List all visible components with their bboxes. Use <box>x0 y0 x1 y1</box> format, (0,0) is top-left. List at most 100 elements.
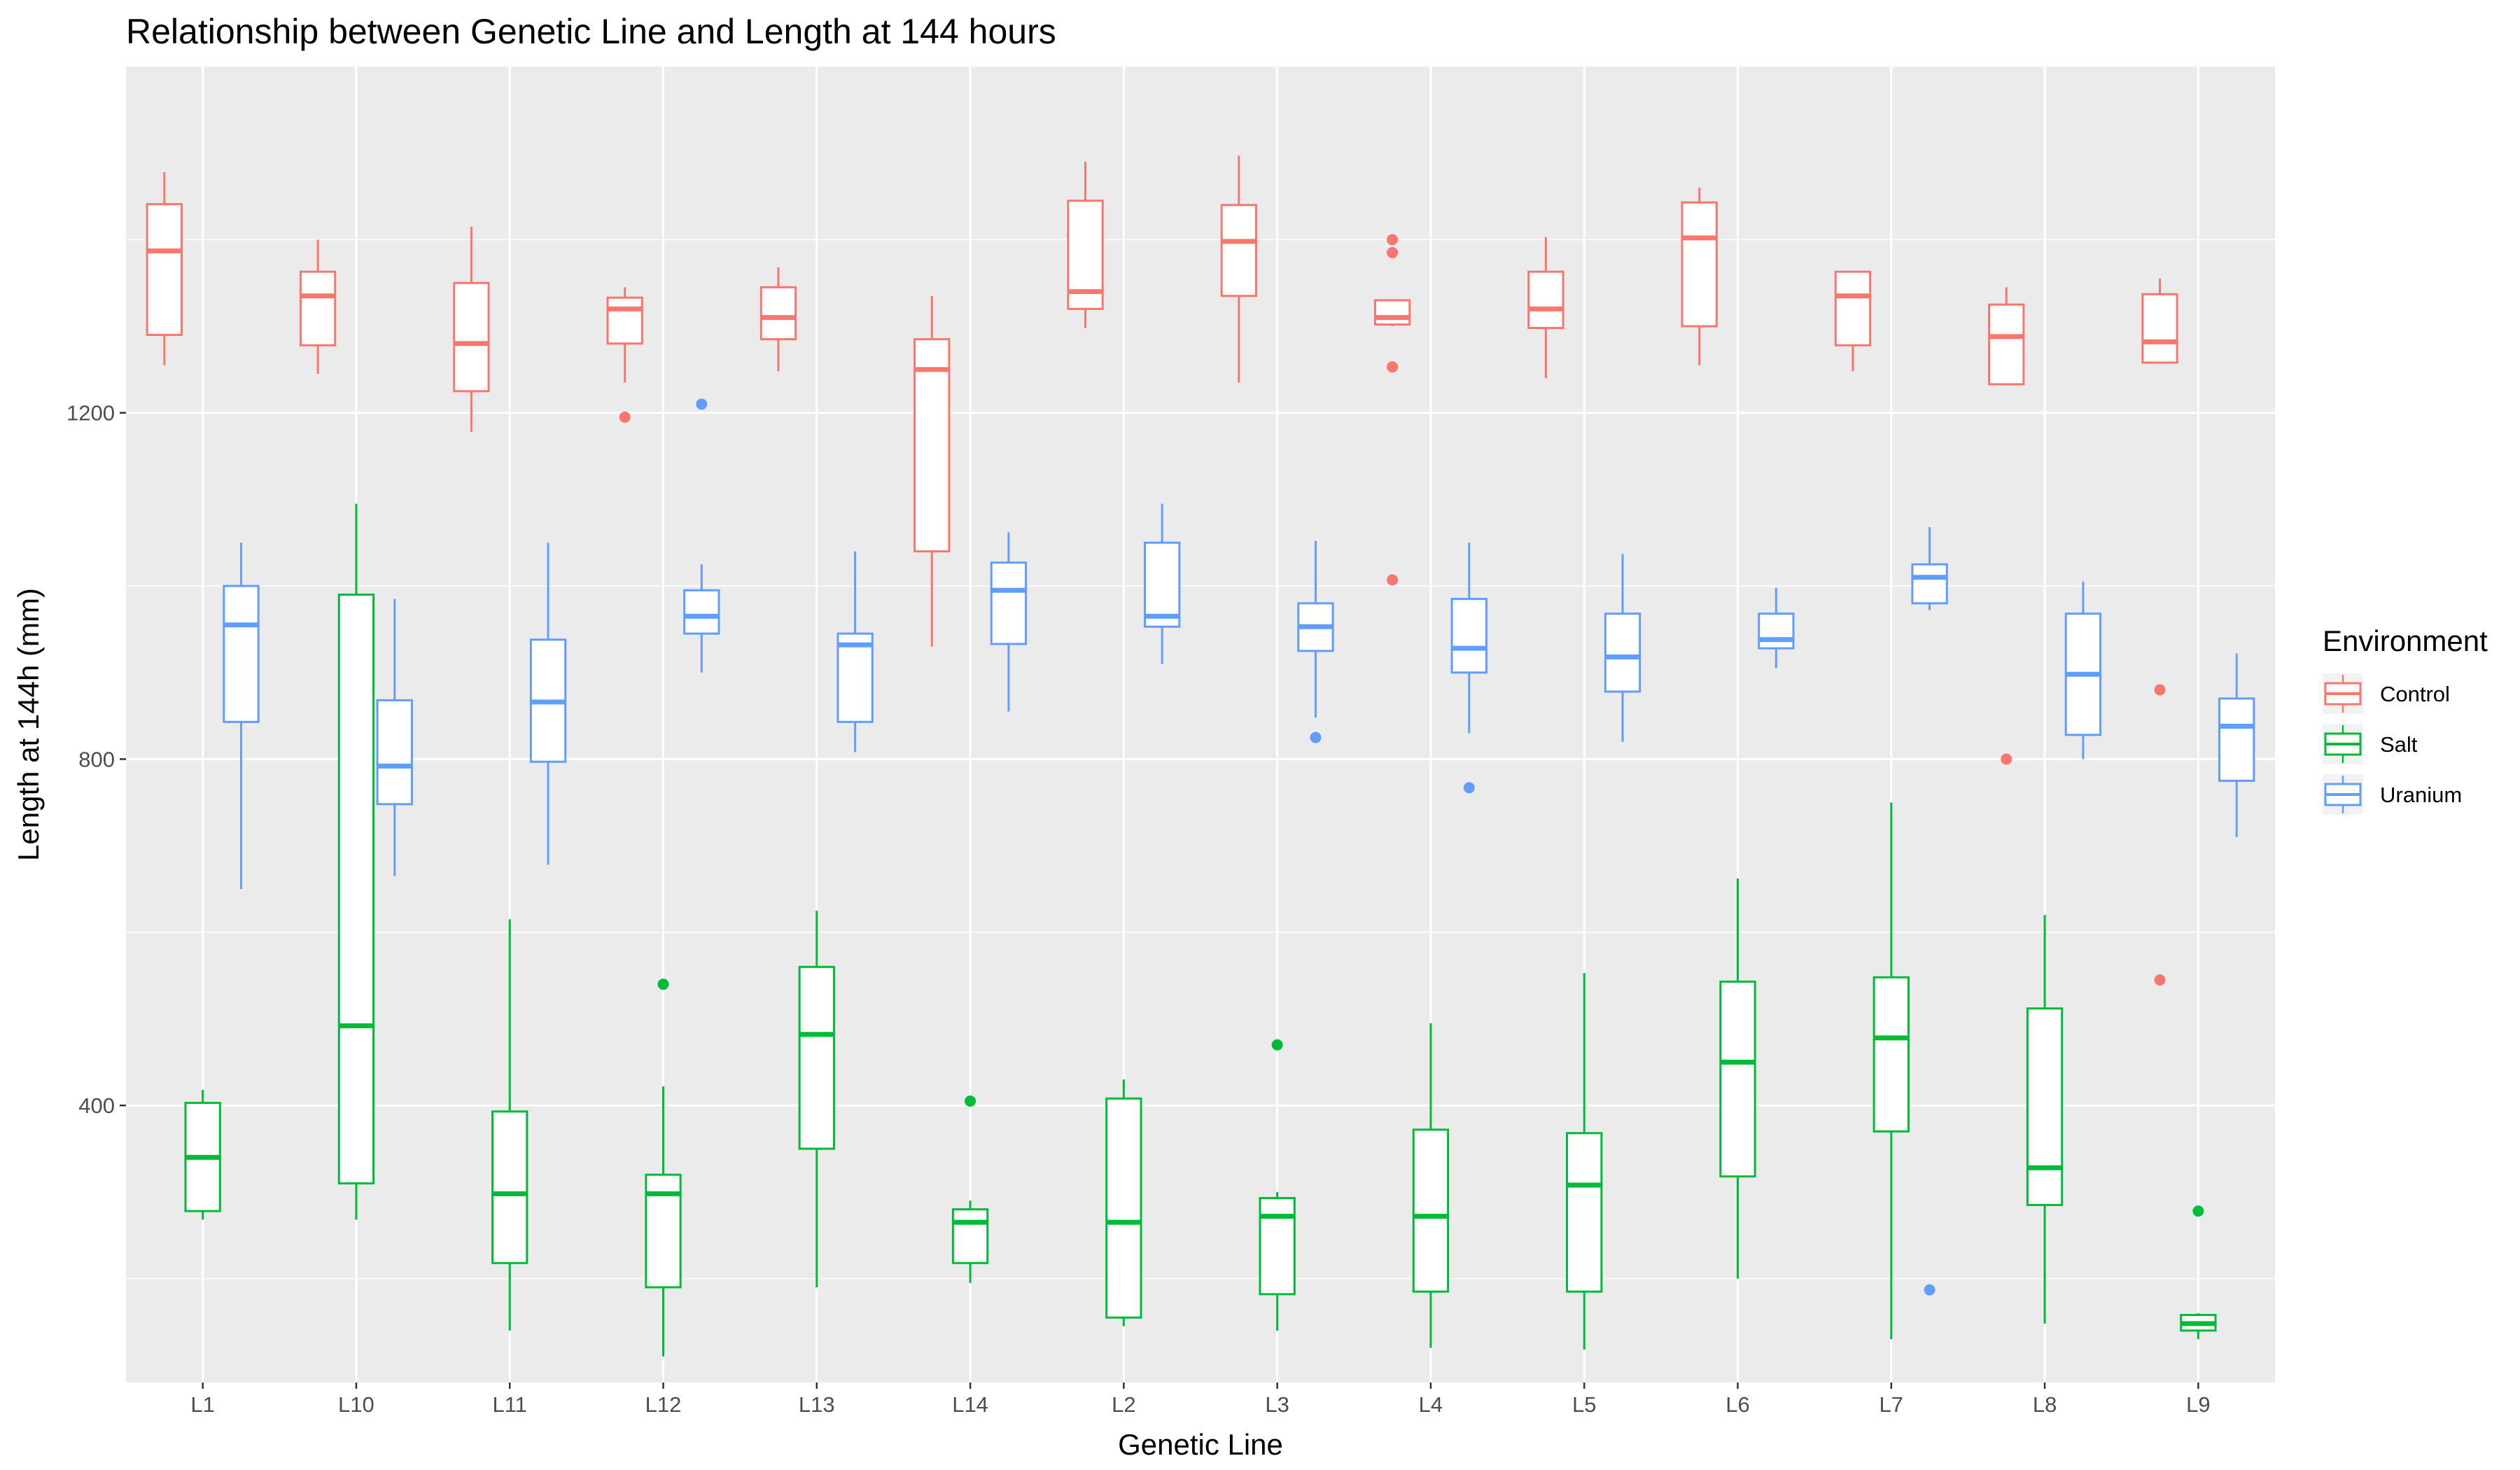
box-iqr <box>836 632 874 723</box>
box-l13-salt <box>798 910 835 1287</box>
box-l9-control <box>2141 279 2178 986</box>
box-l13-control <box>760 267 797 372</box>
outlier-point <box>2001 753 2012 765</box>
y-tick-label: 400 <box>78 1093 115 1118</box>
outlier-point <box>1271 1039 1283 1051</box>
legend-label: Control <box>2380 682 2450 706</box>
box-iqr <box>337 593 375 1185</box>
box-iqr <box>146 203 183 336</box>
x-tick-label: L1 <box>190 1392 214 1417</box>
box-l10-salt <box>337 503 375 1220</box>
box-l7-salt <box>1872 802 1910 1340</box>
outlier-point <box>696 398 708 410</box>
box-l8-uranium <box>2064 581 2102 760</box>
box-iqr <box>1604 612 1642 693</box>
box-iqr <box>1450 598 1488 674</box>
box-l3-control <box>1220 155 1257 383</box>
box-l3-uranium <box>1297 540 1334 743</box>
box-l7-control <box>1834 270 1872 372</box>
box-iqr <box>798 965 835 1150</box>
box-iqr <box>491 1110 528 1264</box>
box-l2-control <box>1067 162 1104 328</box>
y-axis: 400 800 1200 <box>66 401 126 1118</box>
box-iqr <box>1412 1128 1450 1293</box>
box-l6-uranium <box>1758 587 1795 668</box>
box-l6-control <box>1681 188 1718 365</box>
box-l8-control <box>1988 287 2025 765</box>
legend-title: Environment <box>2323 624 2488 657</box>
box-iqr <box>1105 1097 1142 1319</box>
box-l13-uranium <box>836 551 874 752</box>
box-l5-uranium <box>1604 554 1642 742</box>
box-iqr <box>2218 697 2255 782</box>
box-iqr <box>760 286 797 341</box>
outlier-point <box>965 1096 976 1107</box>
box-iqr <box>990 561 1028 645</box>
box-iqr <box>1220 204 1257 298</box>
box-l1-salt <box>184 1089 221 1220</box>
box-l11-control <box>453 226 490 432</box>
box-iqr <box>223 584 260 723</box>
legend-label: Salt <box>2380 732 2418 757</box>
legend-key-control: Control <box>2323 673 2450 714</box>
box-iqr <box>453 281 490 393</box>
outlier-point <box>1463 782 1475 794</box>
x-tick-label: L3 <box>1265 1392 1289 1417</box>
x-tick-label: L2 <box>1112 1392 1135 1417</box>
box-iqr <box>1259 1197 1296 1296</box>
box-l12-control <box>606 287 643 423</box>
box-l3-salt <box>1259 1039 1296 1331</box>
outlier-point <box>619 411 631 423</box>
outlier-point <box>1387 246 1399 258</box>
legend-key-uranium: Uranium <box>2323 774 2462 815</box>
box-l9-salt <box>2180 1205 2217 1340</box>
outlier-point <box>1387 234 1399 246</box>
legend: Environment Control Salt Uranium <box>2323 624 2488 815</box>
box-iqr <box>1719 980 1756 1178</box>
box-iqr <box>299 270 337 346</box>
x-tick-label: L4 <box>1419 1392 1443 1417</box>
box-iqr <box>2026 1007 2064 1206</box>
box-iqr <box>1988 303 2025 386</box>
box-l1-control <box>146 172 183 365</box>
outlier-point <box>2154 974 2166 986</box>
box-l7-uranium <box>1911 527 1948 1296</box>
box-l10-uranium <box>376 598 413 876</box>
x-tick-label: L9 <box>2186 1392 2210 1417</box>
chart-title: Relationship between Genetic Line and Le… <box>126 12 1056 51</box>
box-iqr <box>1872 976 1910 1133</box>
legend-label: Uranium <box>2380 783 2462 807</box>
outlier-point <box>1387 361 1399 373</box>
box-l5-salt <box>1566 972 1603 1350</box>
x-tick-label: L6 <box>1726 1392 1749 1417</box>
x-tick-label: L8 <box>2033 1392 2057 1417</box>
x-tick-label: L12 <box>645 1392 682 1417</box>
box-iqr <box>1681 201 1718 328</box>
box-l6-salt <box>1719 878 1756 1279</box>
box-l11-salt <box>491 919 528 1331</box>
box-l10-control <box>299 239 337 374</box>
outlier-point <box>2154 684 2166 696</box>
box-iqr <box>376 699 413 806</box>
x-axis: L1 L10 L11 L12 L13 L14 L2 L3 L4 L5 L6 L7 L8 L9 <box>190 1382 2211 1417</box>
box-l1-uranium <box>223 542 260 889</box>
box-l11-uranium <box>529 542 567 865</box>
x-tick-label: L10 <box>338 1392 374 1417</box>
legend-key-salt: Salt <box>2323 724 2418 764</box>
box-iqr <box>1566 1132 1603 1293</box>
outlier-point <box>2192 1205 2204 1217</box>
x-tick-label: L13 <box>799 1392 835 1417</box>
outlier-point <box>1924 1284 1935 1296</box>
box-l5-control <box>1527 237 1564 379</box>
box-layer <box>146 155 2255 1357</box>
box-iqr <box>1911 563 1948 605</box>
box-iqr <box>1758 612 1795 650</box>
box-l4-salt <box>1412 1023 1450 1348</box>
outlier-point <box>1310 732 1322 743</box>
box-l4-uranium <box>1450 542 1488 794</box>
box-l8-salt <box>2026 915 2064 1324</box>
x-tick-label: L14 <box>952 1392 988 1417</box>
box-iqr <box>1373 299 1411 326</box>
box-iqr <box>606 296 643 345</box>
